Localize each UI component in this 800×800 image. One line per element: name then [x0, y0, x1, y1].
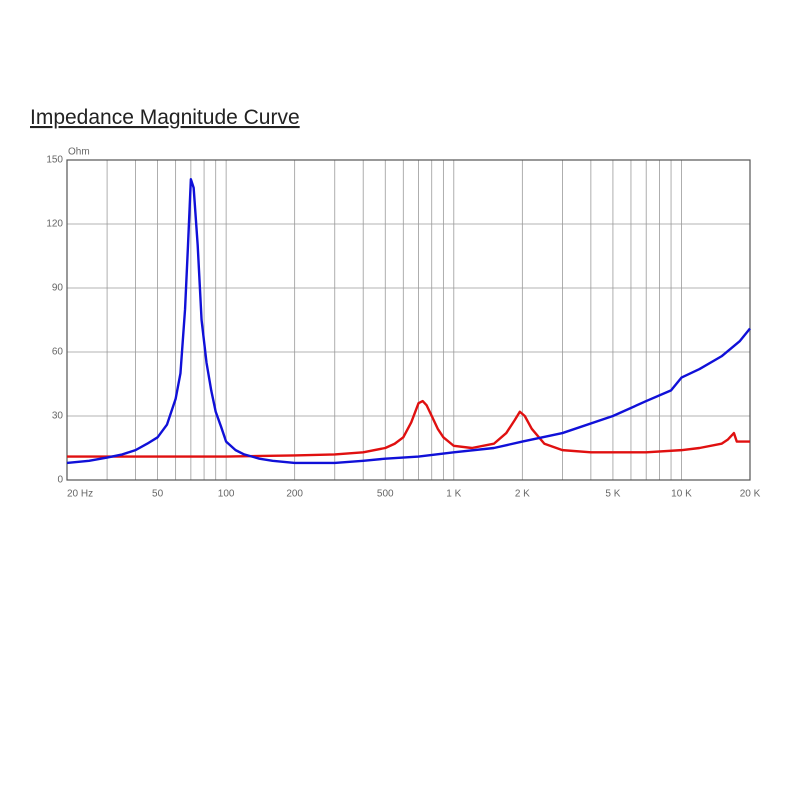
x-tick-label: 500 [377, 489, 394, 500]
y-tick-label: 150 [46, 155, 63, 166]
x-tick-label: 2 K [515, 489, 530, 500]
y-tick-label: 120 [46, 219, 63, 230]
y-tick-label: 60 [52, 347, 64, 358]
x-tick-label: 5 K [605, 489, 620, 500]
line-series [67, 399, 750, 458]
x-tick-label: 20 K [740, 489, 761, 500]
y-tick-label: 30 [52, 411, 64, 422]
x-tick-label: 1 K [446, 489, 461, 500]
y-tick-label: 90 [52, 283, 64, 294]
x-tick-label: 10 K [671, 489, 692, 500]
y-axis-label: Ohm [68, 147, 90, 158]
x-tick-label: 50 [152, 489, 164, 500]
chart-title: Impedance Magnitude Curve [30, 106, 300, 129]
x-tick-label: 200 [286, 489, 303, 500]
x-tick-label: 100 [218, 489, 235, 500]
x-tick-label: 20 Hz [67, 489, 93, 500]
line-series [66, 178, 751, 465]
plot-frame [66, 159, 751, 481]
y-tick-label: 0 [57, 475, 63, 486]
